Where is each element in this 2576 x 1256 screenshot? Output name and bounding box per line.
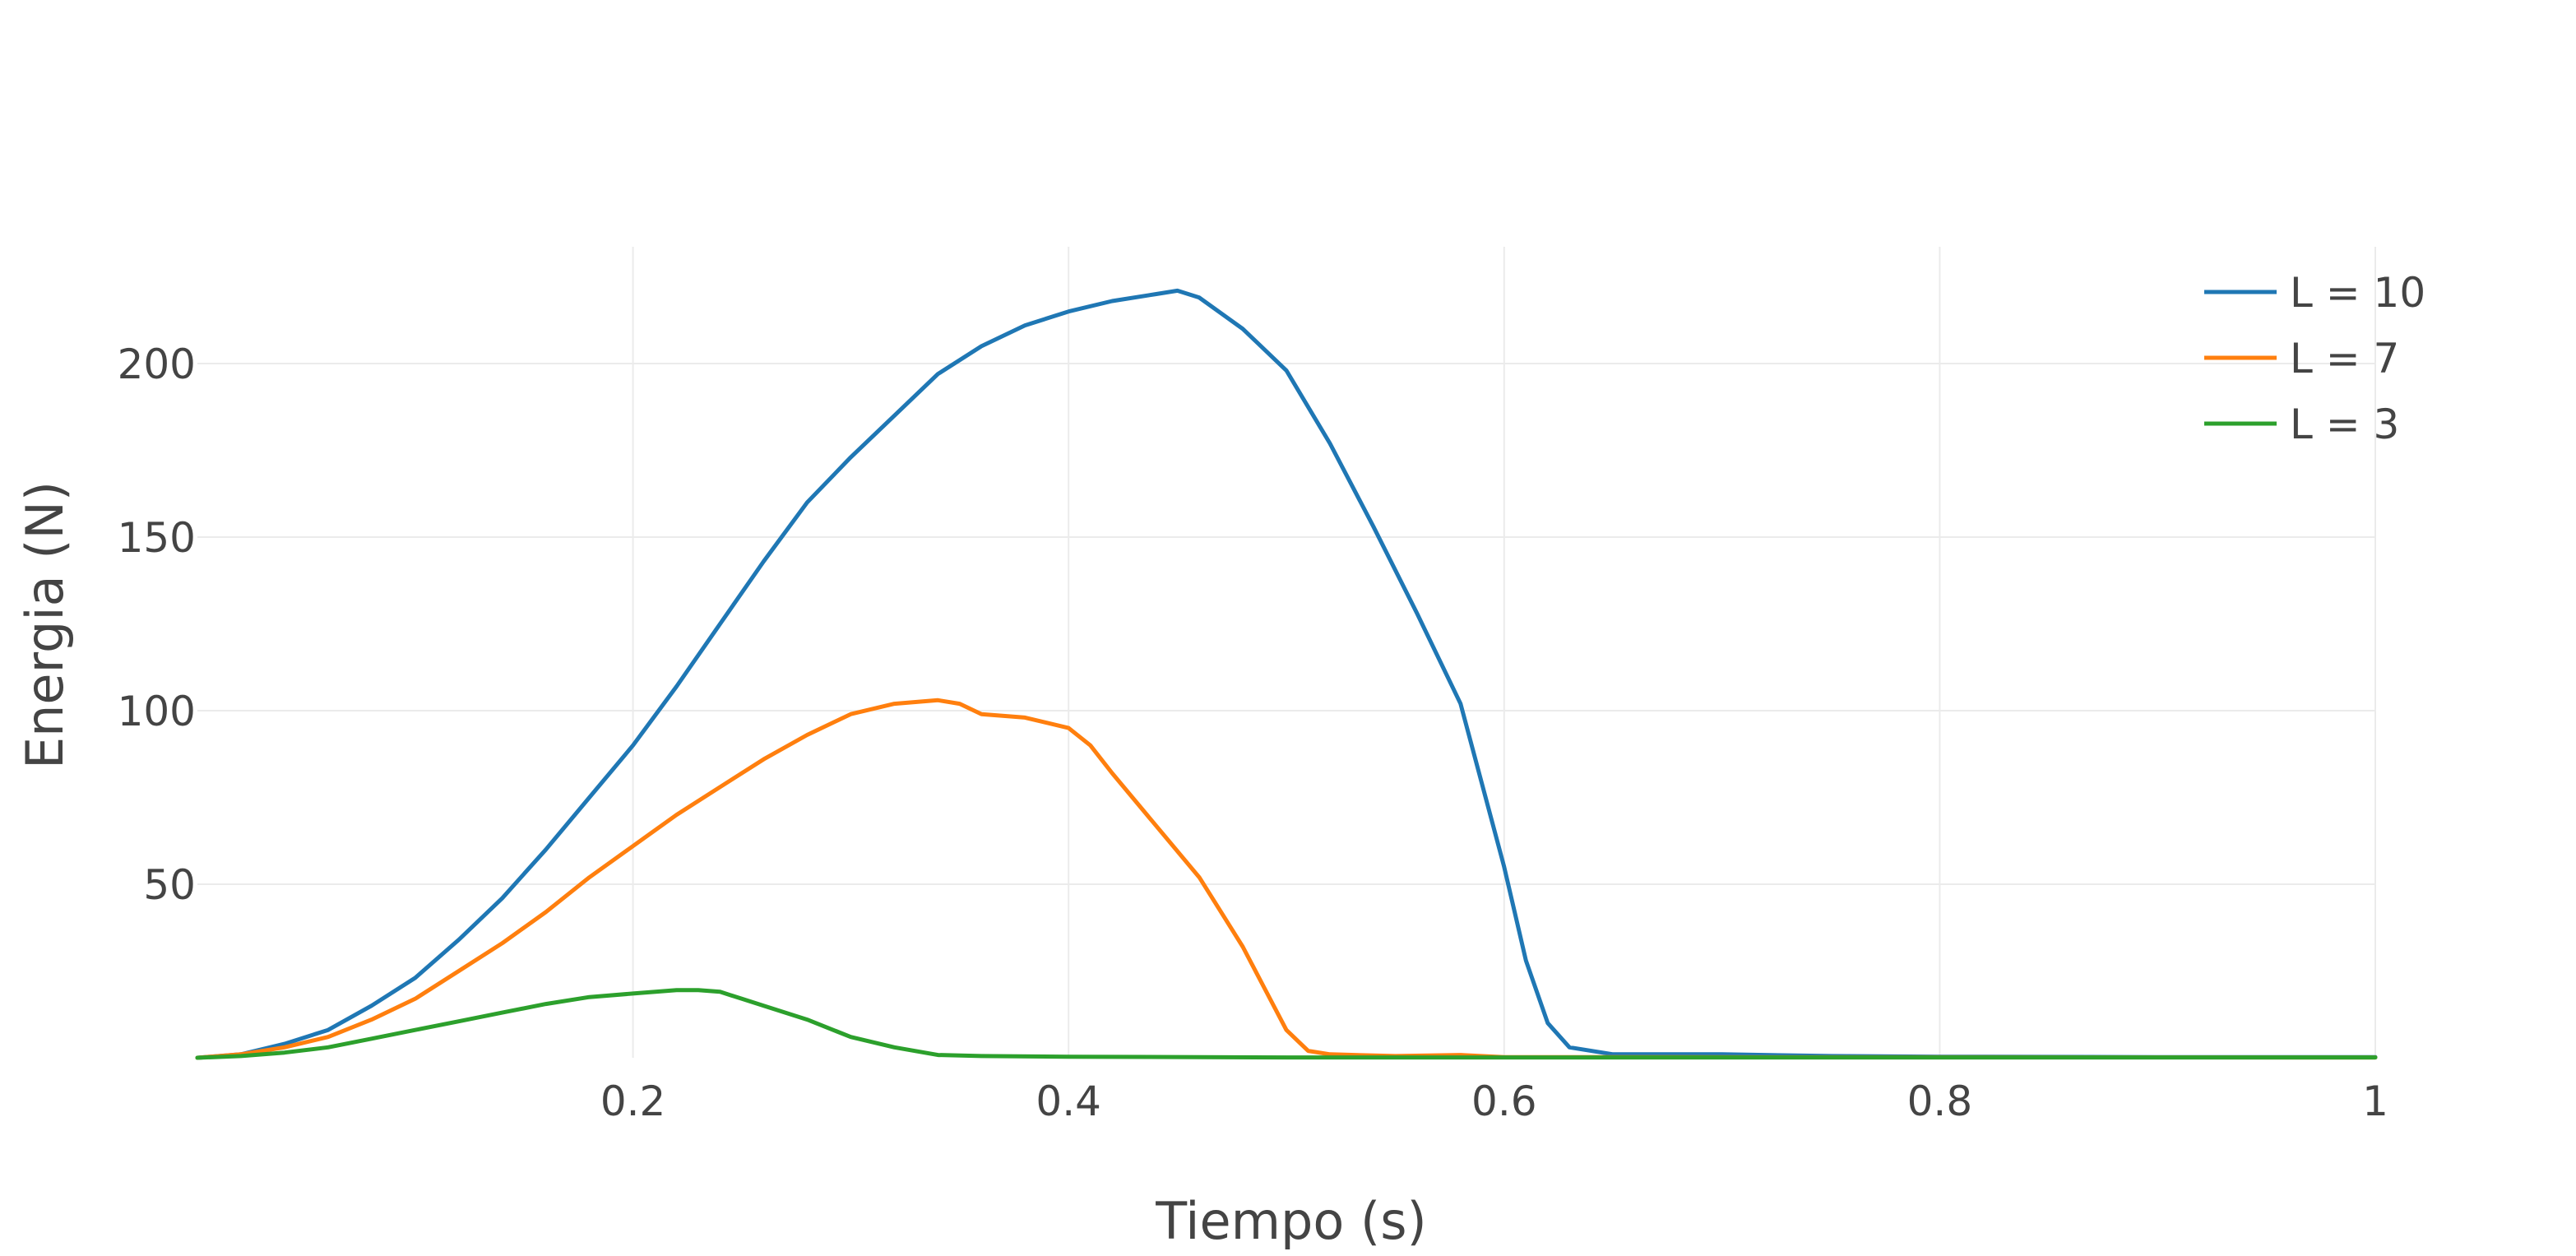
y-tick-label: 100 [118,688,196,735]
legend-item[interactable]: L = 7 [2204,335,2399,382]
x-tick-label: 0.6 [1471,1078,1537,1125]
series-line-1 [195,288,2378,1060]
legend-item[interactable]: L = 3 [2204,401,2399,448]
x-tick-labels: 0.2 0.4 0.6 0.8 1 [600,1078,2388,1125]
legend[interactable]: L = 10 L = 7 L = 3 [2204,269,2425,448]
x-axis-title: Tiempo (s) [1155,1191,1426,1251]
y-gridlines [197,363,2375,885]
series-line-3 [195,988,2378,1060]
legend-label: L = 3 [2290,401,2399,448]
x-tick-label: 1 [2362,1078,2388,1125]
series-line-2 [195,698,2378,1060]
x-gridlines [632,247,2376,1058]
legend-label: L = 7 [2290,335,2399,382]
series-layer [195,288,2378,1060]
y-tick-label: 200 [118,341,196,388]
y-tick-label: 150 [118,514,196,562]
legend-item[interactable]: L = 10 [2204,269,2425,317]
y-axis-title: Energia (N) [15,481,75,769]
x-tick-label: 0.4 [1035,1078,1101,1125]
x-tick-label: 0.8 [1907,1078,1973,1125]
y-tick-labels: 50 100 150 200 [118,341,196,909]
x-tick-label: 0.2 [600,1078,666,1125]
legend-label: L = 10 [2290,269,2425,317]
y-tick-label: 50 [143,861,196,909]
